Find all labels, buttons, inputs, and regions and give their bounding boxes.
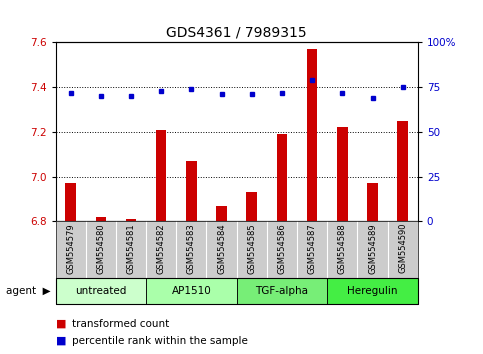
Text: transformed count: transformed count xyxy=(72,319,170,329)
Text: GSM554588: GSM554588 xyxy=(338,223,347,274)
Bar xyxy=(327,278,418,304)
Bar xyxy=(277,134,287,221)
Bar xyxy=(146,278,237,304)
Title: GDS4361 / 7989315: GDS4361 / 7989315 xyxy=(166,26,307,40)
Bar xyxy=(307,49,317,221)
Text: GSM554584: GSM554584 xyxy=(217,223,226,274)
Bar xyxy=(337,127,348,221)
Bar xyxy=(126,219,136,221)
Text: TGF-alpha: TGF-alpha xyxy=(256,286,309,296)
Text: GSM554586: GSM554586 xyxy=(277,223,286,274)
Bar xyxy=(398,121,408,221)
Bar xyxy=(216,206,227,221)
Bar xyxy=(237,278,327,304)
Text: GSM554583: GSM554583 xyxy=(187,223,196,274)
Text: GSM554581: GSM554581 xyxy=(127,223,136,274)
Bar xyxy=(65,183,76,221)
Text: ■: ■ xyxy=(56,319,66,329)
Text: ■: ■ xyxy=(56,336,66,346)
Text: percentile rank within the sample: percentile rank within the sample xyxy=(72,336,248,346)
Bar xyxy=(367,183,378,221)
Bar xyxy=(246,192,257,221)
Text: GSM554579: GSM554579 xyxy=(66,223,75,274)
Text: GSM554590: GSM554590 xyxy=(398,223,407,273)
Text: GSM554585: GSM554585 xyxy=(247,223,256,274)
Text: AP1510: AP1510 xyxy=(171,286,211,296)
Text: GSM554580: GSM554580 xyxy=(96,223,105,274)
Text: GSM554582: GSM554582 xyxy=(156,223,166,274)
Text: agent  ▶: agent ▶ xyxy=(6,286,51,296)
Bar xyxy=(156,130,167,221)
Text: untreated: untreated xyxy=(75,286,127,296)
Text: GSM554587: GSM554587 xyxy=(308,223,317,274)
Bar xyxy=(186,161,197,221)
Bar xyxy=(96,217,106,221)
Bar xyxy=(56,278,146,304)
Text: GSM554589: GSM554589 xyxy=(368,223,377,274)
Text: Heregulin: Heregulin xyxy=(347,286,398,296)
